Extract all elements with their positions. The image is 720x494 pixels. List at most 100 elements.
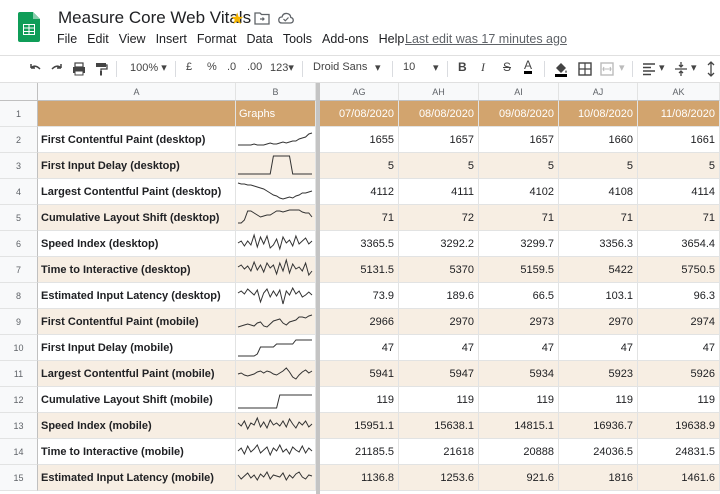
print-icon[interactable]	[72, 62, 86, 76]
menu-edit[interactable]: Edit	[87, 32, 109, 46]
value-cell[interactable]: 4111	[399, 179, 479, 205]
metric-name-cell[interactable]: Time to Interactive (desktop)	[38, 257, 236, 283]
menu-format[interactable]: Format	[196, 32, 237, 46]
borders-icon[interactable]	[578, 62, 592, 76]
paint-format-icon[interactable]	[94, 62, 108, 76]
menu-data[interactable]: Data	[246, 32, 273, 46]
value-cell[interactable]: 1136.8	[320, 465, 399, 491]
text-wrapping-icon[interactable]	[704, 61, 718, 77]
menu-file[interactable]: File	[57, 32, 78, 46]
row-header[interactable]: 1	[0, 101, 38, 127]
value-cell[interactable]: 21185.5	[320, 439, 399, 465]
metric-name-cell[interactable]: Estimated Input Latency (mobile)	[38, 465, 236, 491]
header-cell-date[interactable]: 08/08/2020	[399, 101, 479, 127]
last-edit-link[interactable]: Last edit was 17 minutes ago	[405, 32, 567, 46]
value-cell[interactable]: 20888	[479, 439, 559, 465]
row-header[interactable]: 8	[0, 283, 38, 309]
vertical-align-dropdown-icon[interactable]: ▾	[691, 62, 697, 74]
value-cell[interactable]: 1461.6	[638, 465, 720, 491]
value-cell[interactable]: 1660	[559, 127, 638, 153]
more-formats-select[interactable]: 123▾	[270, 62, 294, 74]
italic-button[interactable]: I	[481, 60, 485, 74]
decrease-decimal-button[interactable]: .0	[227, 61, 237, 73]
value-cell[interactable]: 5750.5	[638, 257, 720, 283]
row-header[interactable]: 9	[0, 309, 38, 335]
value-cell[interactable]: 21618	[399, 439, 479, 465]
sparkline-cell[interactable]	[236, 335, 316, 361]
value-cell[interactable]: 15638.1	[399, 413, 479, 439]
menu-tools[interactable]: Tools	[282, 32, 313, 46]
header-cell-graphs[interactable]: Graphs	[236, 101, 316, 127]
value-cell[interactable]: 5131.5	[320, 257, 399, 283]
menu-help[interactable]: Help	[378, 32, 405, 46]
row-header[interactable]: 11	[0, 361, 38, 387]
value-cell[interactable]: 47	[638, 335, 720, 361]
row-header[interactable]: 10	[0, 335, 38, 361]
value-cell[interactable]: 2970	[559, 309, 638, 335]
col-header-a[interactable]: A	[38, 83, 236, 101]
metric-name-cell[interactable]: Largest Contentful Paint (mobile)	[38, 361, 236, 387]
value-cell[interactable]: 119	[638, 387, 720, 413]
value-cell[interactable]: 19638.9	[638, 413, 720, 439]
value-cell[interactable]: 47	[320, 335, 399, 361]
bold-button[interactable]: B	[458, 60, 467, 74]
value-cell[interactable]: 5926	[638, 361, 720, 387]
value-cell[interactable]: 2973	[479, 309, 559, 335]
value-cell[interactable]: 189.6	[399, 283, 479, 309]
value-cell[interactable]: 47	[559, 335, 638, 361]
row-header[interactable]: 4	[0, 179, 38, 205]
horizontal-align-dropdown-icon[interactable]: ▾	[659, 62, 665, 74]
value-cell[interactable]: 4112	[320, 179, 399, 205]
metric-name-cell[interactable]: First Contentful Paint (mobile)	[38, 309, 236, 335]
value-cell[interactable]: 5	[559, 153, 638, 179]
move-folder-icon[interactable]	[254, 11, 270, 25]
value-cell[interactable]: 5947	[399, 361, 479, 387]
header-cell-date[interactable]: 10/08/2020	[559, 101, 638, 127]
value-cell[interactable]: 14815.1	[479, 413, 559, 439]
sparkline-cell[interactable]	[236, 361, 316, 387]
vertical-align-icon[interactable]	[674, 61, 688, 77]
value-cell[interactable]: 5422	[559, 257, 638, 283]
value-cell[interactable]: 4102	[479, 179, 559, 205]
value-cell[interactable]: 15951.1	[320, 413, 399, 439]
sparkline-cell[interactable]	[236, 413, 316, 439]
value-cell[interactable]: 2974	[638, 309, 720, 335]
increase-decimal-button[interactable]: .00	[247, 61, 263, 73]
percent-button[interactable]: %	[207, 61, 217, 73]
col-header-b[interactable]: B	[236, 83, 316, 101]
frozen-column-divider[interactable]	[316, 83, 320, 494]
row-header[interactable]: 6	[0, 231, 38, 257]
metric-name-cell[interactable]: Largest Contentful Paint (desktop)	[38, 179, 236, 205]
sparkline-cell[interactable]	[236, 231, 316, 257]
metric-name-cell[interactable]: First Input Delay (desktop)	[38, 153, 236, 179]
value-cell[interactable]: 5	[479, 153, 559, 179]
text-color-button[interactable]: A	[524, 58, 533, 74]
value-cell[interactable]: 1657	[479, 127, 559, 153]
value-cell[interactable]: 5159.5	[479, 257, 559, 283]
value-cell[interactable]: 71	[559, 205, 638, 231]
col-header-ag[interactable]: AG	[320, 83, 399, 101]
sparkline-cell[interactable]	[236, 257, 316, 283]
row-header[interactable]: 15	[0, 465, 38, 491]
row-header[interactable]: 7	[0, 257, 38, 283]
value-cell[interactable]: 1816	[559, 465, 638, 491]
row-header[interactable]: 2	[0, 127, 38, 153]
value-cell[interactable]: 3356.3	[559, 231, 638, 257]
sparkline-cell[interactable]	[236, 309, 316, 335]
value-cell[interactable]: 5	[320, 153, 399, 179]
value-cell[interactable]: 3292.2	[399, 231, 479, 257]
value-cell[interactable]: 1655	[320, 127, 399, 153]
row-header[interactable]: 3	[0, 153, 38, 179]
value-cell[interactable]: 1661	[638, 127, 720, 153]
menu-view[interactable]: View	[118, 32, 146, 46]
metric-name-cell[interactable]: Time to Interactive (mobile)	[38, 439, 236, 465]
value-cell[interactable]: 3299.7	[479, 231, 559, 257]
font-family-select[interactable]: Droid Sans ▾	[313, 61, 381, 74]
header-cell-date[interactable]: 07/08/2020	[320, 101, 399, 127]
merge-cells-icon[interactable]	[600, 62, 614, 76]
sparkline-cell[interactable]	[236, 465, 316, 491]
sparkline-cell[interactable]	[236, 153, 316, 179]
strikethrough-button[interactable]: S	[503, 60, 512, 74]
horizontal-align-icon[interactable]	[642, 62, 656, 76]
sparkline-cell[interactable]	[236, 439, 316, 465]
